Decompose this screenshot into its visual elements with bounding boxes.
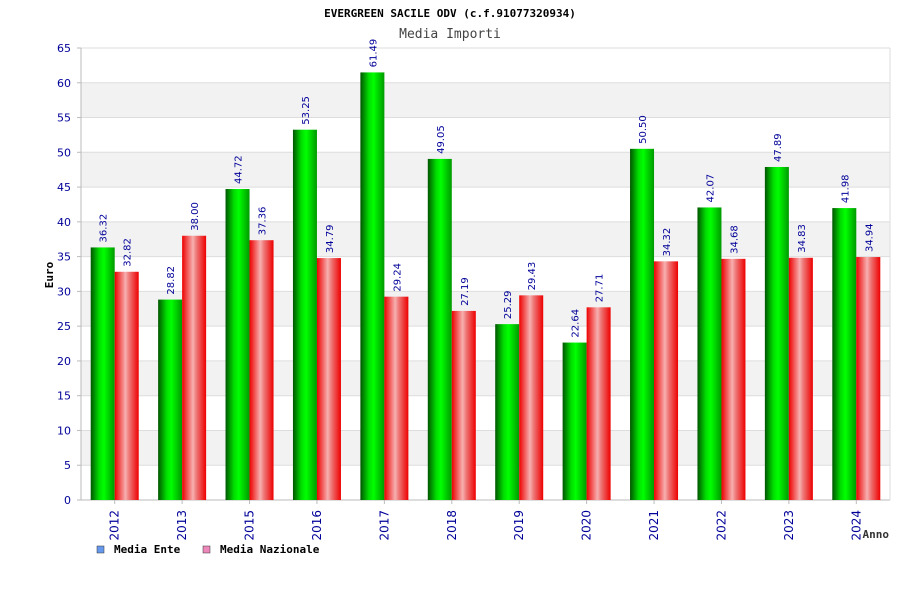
bar-value-label: 50.50 [638,115,649,144]
bar-media-ente-2023 [764,166,789,501]
background-band [81,430,890,466]
legend-label-media-ente: Media Ente [114,543,181,556]
legend-swatch-media-ente [96,545,105,554]
y-tick-label: 30 [57,285,71,298]
bars [90,72,881,501]
bar-value-label: 28.82 [166,266,177,295]
x-tick-label: 2019 [512,510,526,541]
bar-media-nazionale-2018 [451,310,476,500]
y-axis-label: Euro [43,261,56,288]
x-tick-label: 2017 [377,510,391,541]
background-band [81,291,890,327]
bar-value-label: 37.36 [258,207,269,236]
bar-media-ente-2015 [225,189,250,501]
x-tick-label: 2016 [310,510,324,541]
gridlines [81,47,890,466]
legend: Media Ente Media Nazionale [96,543,320,556]
bar-media-ente-2012 [90,247,115,500]
chart-subtitle: Media Importi [399,27,501,42]
bar-value-labels: 36.32 32.82 28.82 38.00 44.72 37.36 53.25 34.79… [99,39,876,338]
bar-value-label: 34.83 [797,224,808,253]
background-band [81,360,890,396]
x-tick-label: 2012 [108,510,122,541]
y-tick-label: 55 [57,112,71,125]
y-axis-ticks: 0 5 10 15 20 25 30 35 40 45 50 55 60 65 [57,42,81,507]
bar-value-label: 38.00 [190,202,201,231]
bar-media-nazionale-2017 [384,296,409,500]
y-tick-label: 65 [57,42,71,55]
bar-value-label: 25.29 [503,290,514,319]
legend-label-media-nazionale: Media Nazionale [220,543,320,556]
y-tick-label: 15 [57,390,71,403]
background-band [81,152,890,188]
bar-value-label: 41.98 [840,174,851,203]
y-tick-label: 25 [57,320,71,333]
x-tick-label: 2021 [647,510,661,541]
x-tick-label: 2023 [782,510,796,541]
bar-value-label: 29.24 [392,263,403,292]
bar-value-label: 61.49 [368,39,379,68]
x-tick-label: 2013 [175,510,189,541]
bar-media-nazionale-2020 [586,307,611,500]
y-tick-label: 50 [57,146,71,159]
x-tick-label: 2015 [243,510,257,541]
bar-value-label: 27.71 [595,274,606,303]
x-axis-ticks: 2012 2013 2015 2016 2017 2018 2019 2020 2021 2022… [108,500,863,541]
y-tick-label: 40 [57,216,71,229]
background-bands [81,82,890,466]
y-tick-label: 35 [57,251,71,264]
bar-media-ente-2022 [697,207,722,500]
x-tick-label: 2024 [849,510,863,541]
bar-media-nazionale-2024 [856,257,881,500]
x-tick-label: 2022 [714,510,728,541]
bar-value-label: 49.05 [436,125,447,154]
bar-media-ente-2020 [562,342,587,500]
bar-media-ente-2021 [630,148,655,501]
bar-value-label: 36.32 [99,214,110,243]
bar-value-label: 34.94 [864,223,875,252]
bar-value-label: 44.72 [234,155,245,184]
bar-value-label: 27.19 [460,277,471,306]
y-tick-label: 45 [57,181,71,194]
bar-media-ente-2019 [495,324,520,500]
bar-media-nazionale-2016 [316,258,341,500]
bar-media-ente-2013 [158,299,183,500]
x-tick-label: 2020 [580,510,594,541]
bar-value-label: 34.79 [325,224,336,253]
bar-value-label: 29.43 [527,262,538,291]
y-tick-label: 0 [64,494,71,507]
y-tick-label: 20 [57,355,71,368]
bar-value-label: 32.82 [123,238,134,267]
background-band [81,221,890,257]
bar-media-nazionale-2022 [721,258,746,500]
bar-media-nazionale-2023 [788,257,813,500]
bar-media-nazionale-2012 [114,271,139,500]
bar-value-label: 34.68 [729,225,740,254]
bar-media-nazionale-2013 [182,235,207,500]
bar-value-label: 42.07 [705,174,716,203]
background-band [81,82,890,118]
bar-value-label: 34.32 [662,228,673,257]
bar-media-nazionale-2019 [519,295,544,500]
bar-media-ente-2024 [832,208,857,500]
bar-media-nazionale-2021 [654,261,679,500]
bar-value-label: 47.89 [773,133,784,162]
x-axis-label: Anno [863,528,890,541]
bar-media-nazionale-2015 [249,240,274,500]
axes [80,48,891,501]
bar-value-label: 53.25 [301,96,312,125]
y-tick-label: 60 [57,77,71,90]
bar-value-label: 22.64 [571,309,582,338]
x-tick-label: 2018 [445,510,459,541]
y-tick-label: 5 [64,459,71,472]
legend-swatch-media-nazionale [202,545,211,554]
y-tick-label: 10 [57,424,71,437]
chart-title: EVERGREEN SACILE ODV (c.f.91077320934) [324,7,576,20]
bar-media-ente-2018 [427,158,452,500]
bar-media-ente-2017 [360,72,385,501]
bar-media-ente-2016 [292,129,317,500]
